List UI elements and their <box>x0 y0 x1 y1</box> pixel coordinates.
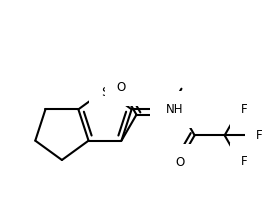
Text: NH: NH <box>165 103 183 116</box>
Text: S: S <box>101 86 109 98</box>
Text: O: O <box>117 81 126 94</box>
Text: O: O <box>162 108 171 121</box>
Text: F: F <box>241 103 248 116</box>
Text: F: F <box>241 155 248 168</box>
Text: O: O <box>175 156 184 169</box>
Text: F: F <box>256 129 263 142</box>
